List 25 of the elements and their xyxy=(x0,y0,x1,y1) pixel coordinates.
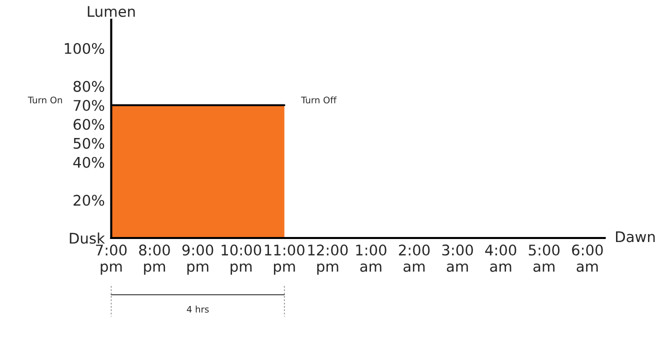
x-tick-label: 9:00 pm xyxy=(182,244,214,275)
x-tick-label: 5:00 am xyxy=(528,244,560,272)
y-tick-label: 80% xyxy=(74,80,104,92)
x-tick-label: 11:00 pm xyxy=(264,244,304,275)
text: Turn On xyxy=(28,96,62,104)
y-tick-label: Dusk xyxy=(70,232,105,244)
y-tick-label: 60% xyxy=(74,118,104,130)
x-tick-label: 12:00 pm xyxy=(308,244,348,275)
x-axis-title: Dawn xyxy=(616,231,655,242)
x-tick-label: 2:00 am xyxy=(398,244,430,272)
y-tick-label: 50% xyxy=(74,138,104,149)
annotation: Turn Off xyxy=(301,96,337,104)
y-tick-label: 20% xyxy=(74,194,104,206)
x-tick-label: 7:00 pm xyxy=(96,244,127,275)
y-axis-title: Lumen xyxy=(88,6,135,17)
x-tick-label: 6:00 am xyxy=(572,244,603,272)
y-tick-label: 100% xyxy=(64,42,104,54)
y-tick-label: 40% xyxy=(73,156,104,168)
x-tick-label: 3:00 am xyxy=(442,244,473,272)
x-tick-label: 10:00 pm xyxy=(222,244,262,275)
x-tick-label: 4:00 am xyxy=(485,244,516,272)
x-tick-label: 1:00 am xyxy=(356,244,386,272)
text: 4 hrs xyxy=(186,306,209,313)
x-tick-label: 8:00 pm xyxy=(139,244,170,275)
y-tick-label: 70% xyxy=(74,100,104,111)
